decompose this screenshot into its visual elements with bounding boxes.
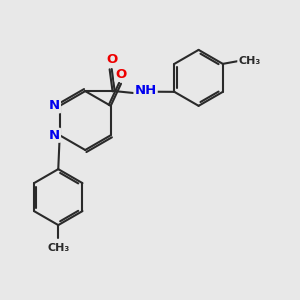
Text: O: O	[106, 53, 117, 66]
Text: NH: NH	[134, 84, 157, 97]
Text: N: N	[49, 129, 60, 142]
Text: CH₃: CH₃	[238, 56, 260, 66]
Text: CH₃: CH₃	[47, 243, 69, 253]
Text: N: N	[49, 99, 60, 112]
Text: O: O	[116, 68, 127, 81]
